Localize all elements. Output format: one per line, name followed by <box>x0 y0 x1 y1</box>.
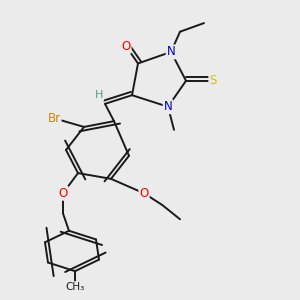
Text: N: N <box>167 45 176 58</box>
Text: S: S <box>209 74 217 87</box>
Text: O: O <box>58 187 68 200</box>
Text: Br: Br <box>47 112 61 125</box>
Text: CH₃: CH₃ <box>65 282 85 292</box>
Text: N: N <box>164 100 172 113</box>
Text: O: O <box>122 40 130 53</box>
Text: O: O <box>140 187 148 200</box>
Text: H: H <box>95 90 103 100</box>
